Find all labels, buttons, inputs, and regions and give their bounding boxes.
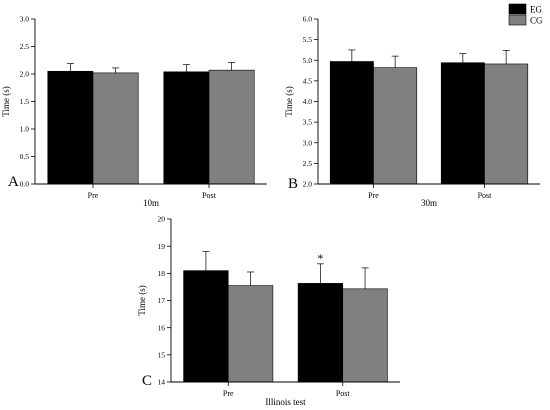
y-tick-label: 4.0 <box>303 97 313 106</box>
y-tick-label: 1.0 <box>20 125 30 134</box>
y-tick-label: 2.0 <box>20 70 30 79</box>
bar-cg-post <box>342 288 388 383</box>
bar-eg-post <box>440 62 485 185</box>
y-axis-label: Time (s) <box>284 86 294 116</box>
bar-cg-pre <box>373 67 418 185</box>
y-tick-label: 19 <box>158 242 166 251</box>
x-tick-label-pre: Pre <box>88 191 99 200</box>
y-tick-label: 3.0 <box>20 15 30 24</box>
legend-label-cg: CG <box>530 16 543 26</box>
y-tick-label: 4.5 <box>303 76 313 85</box>
bar-cg-pre <box>92 72 139 185</box>
y-tick-label: 1.5 <box>20 97 30 106</box>
legend-swatch-cg <box>508 14 527 26</box>
y-tick-label: 20 <box>158 215 166 224</box>
panel-label: B <box>288 176 298 192</box>
panel-label: A <box>8 174 19 190</box>
panel-title: 10m <box>143 198 159 208</box>
y-tick-label: 5.5 <box>303 35 313 44</box>
bar-cg-post <box>484 63 529 185</box>
y-tick-label: 2.5 <box>303 159 313 168</box>
bar-eg-pre <box>329 61 374 185</box>
chart-panels: Pre Post 0.0 0.5 1.0 1.5 2.0 2.5 3.0 Time (s) A 10m… <box>1 15 540 407</box>
y-tick-label: 3.0 <box>303 138 313 147</box>
y-tick-label: 17 <box>158 296 166 305</box>
x-tick-label-pre: Pre <box>368 191 379 200</box>
x-tick-label-post: Post <box>202 191 217 200</box>
bar-eg-post <box>163 71 210 185</box>
chart-panel-b: Pre Post 2.0 2.5 3.0 3.5 4.0 4.5 5.0 5.5 6.0 Time (… <box>284 15 540 208</box>
legend-swatch-eg <box>508 3 527 15</box>
y-tick-label: 2.0 <box>303 180 313 189</box>
y-tick-label: 0.0 <box>20 180 30 189</box>
bar-cg-post <box>208 69 255 185</box>
bar-eg-post <box>297 283 344 383</box>
x-tick-label-post: Post <box>336 389 351 398</box>
x-tick-label-pre: Pre <box>223 389 234 398</box>
bar-eg-pre <box>47 70 94 185</box>
significance-marker: * <box>317 251 323 265</box>
legend-label-eg: EG <box>530 5 542 15</box>
y-tick-label: 0.5 <box>20 152 30 161</box>
y-tick-label: 3.5 <box>303 118 313 127</box>
bar-eg-pre <box>183 270 229 383</box>
y-tick-label: 16 <box>158 323 166 332</box>
y-tick-label: 15 <box>158 350 166 359</box>
y-axis-label: Time (s) <box>137 285 147 315</box>
y-tick-label: 5.0 <box>303 56 313 65</box>
panel-title: Illinois test <box>265 397 306 407</box>
chart-panel-a: Pre Post 0.0 0.5 1.0 1.5 2.0 2.5 3.0 Time (s) A 10m <box>1 15 267 208</box>
panel-label: C <box>142 373 152 389</box>
panel-title: 30m <box>421 198 437 208</box>
y-tick-label: 14 <box>158 378 166 387</box>
bar-cg-pre <box>227 285 274 383</box>
x-tick-label-post: Post <box>478 191 493 200</box>
y-tick-label: 18 <box>158 269 166 278</box>
y-axis-label: Time (s) <box>1 86 11 116</box>
y-tick-label: 6.0 <box>303 15 313 24</box>
chart-panel-c: Pre * Post 14 15 16 17 18 19 20 Time (s) C Illinois … <box>137 215 400 407</box>
y-tick-label: 2.5 <box>20 42 30 51</box>
